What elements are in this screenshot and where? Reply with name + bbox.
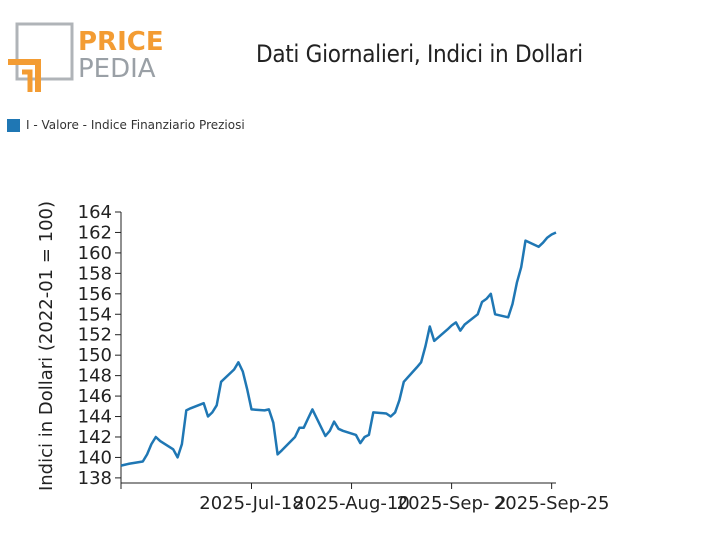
y-tick-label: 146 — [78, 386, 112, 407]
y-tick-label: 148 — [78, 366, 112, 387]
x-tick-label: 2025-Aug-10 — [293, 493, 409, 514]
y-axis: 1381401421441461481501521541561581601621… — [78, 202, 122, 489]
pricepedia-logo: PRICE PEDIA — [8, 22, 168, 94]
y-tick-label: 144 — [78, 407, 112, 428]
logo-word-top: PRICE — [78, 27, 164, 57]
series-line — [120, 231, 557, 467]
legend-swatch — [7, 118, 20, 132]
y-tick-label: 150 — [78, 345, 112, 366]
logo-word-bottom: PEDIA — [78, 54, 156, 84]
y-axis-title: Indici in Dollari (2022-01 = 100) — [36, 201, 57, 491]
y-tick-label: 164 — [78, 202, 112, 223]
logo-mark-icon: PRICE PEDIA — [8, 22, 164, 92]
x-tick-label: 2025-Sep- 2 — [397, 493, 507, 514]
y-tick-label: 142 — [78, 427, 112, 448]
series-layer — [120, 231, 557, 467]
y-tick-label: 160 — [78, 243, 112, 264]
y-tick-label: 138 — [78, 468, 112, 489]
legend-label: I - Valore - Indice Finanziario Preziosi — [26, 118, 245, 132]
y-tick-label: 152 — [78, 325, 112, 346]
y-tick-label: 156 — [78, 284, 112, 305]
legend[interactable]: I - Valore - Indice Finanziario Preziosi — [7, 118, 245, 132]
x-tick-label: 2025-Jul-18 — [199, 493, 303, 514]
y-tick-label: 162 — [78, 222, 112, 243]
y-tick-label: 140 — [78, 447, 112, 468]
chart-title: Dati Giornalieri, Indici in Dollari — [256, 40, 583, 68]
y-tick-label: 158 — [78, 263, 112, 284]
x-tick-label: 2025-Sep-25 — [494, 493, 610, 514]
y-tick-label: 154 — [78, 304, 112, 325]
